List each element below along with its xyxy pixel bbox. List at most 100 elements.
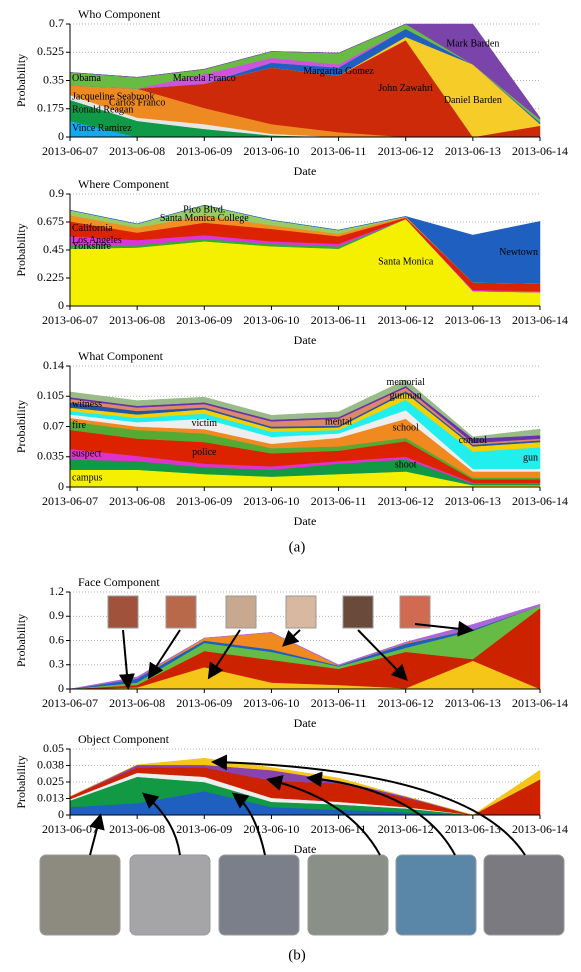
series-label: Yorkshire	[72, 241, 112, 252]
series-label: witness	[72, 399, 102, 410]
x-tick-label: 2013-06-10	[243, 822, 299, 836]
x-tick-label: 2013-06-13	[445, 144, 501, 158]
x-tick-label: 2013-06-14	[512, 313, 568, 327]
object-thumbnails	[39, 754, 565, 936]
chart-title: What Component	[78, 349, 164, 363]
y-tick-label: 0	[58, 298, 64, 312]
x-tick-label: 2013-06-13	[445, 822, 501, 836]
x-tick-label: 2013-06-09	[176, 313, 232, 327]
y-tick-label: 0.525	[37, 44, 64, 58]
series-label: control	[459, 435, 488, 446]
y-tick-label: 0.013	[37, 790, 64, 804]
area-segment	[69, 379, 541, 439]
series-label: Newtown	[499, 247, 538, 258]
arrow	[357, 629, 408, 681]
object-image	[129, 854, 211, 936]
y-tick-label: 0.9	[49, 186, 64, 200]
x-tick-label: 2013-06-07	[42, 144, 98, 158]
x-tick-label: 2013-06-10	[243, 494, 299, 508]
x-tick-label: 2013-06-13	[445, 696, 501, 710]
series-label: shoot	[395, 460, 417, 471]
arrow	[147, 629, 181, 680]
x-tick-label: 2013-06-08	[109, 144, 165, 158]
x-tick-label: 2013-06-07	[42, 696, 98, 710]
series-label: victim	[192, 418, 218, 429]
y-tick-label: 0.025	[37, 774, 64, 788]
x-tick-label: 2013-06-08	[109, 494, 165, 508]
y-tick-label: 0.175	[37, 101, 64, 115]
x-tick-label: 2013-06-11	[311, 696, 367, 710]
x-tick-label: 2013-06-09	[176, 144, 232, 158]
series-label: Obama	[72, 73, 101, 84]
x-tick-label: 2013-06-14	[512, 822, 568, 836]
arrow	[207, 629, 241, 680]
x-tick-label: 2013-06-08	[109, 313, 165, 327]
x-tick-label: 2013-06-12	[378, 822, 434, 836]
face-image	[399, 595, 431, 629]
series-label: mental	[325, 416, 352, 427]
series-label: Marcela Franco	[173, 73, 236, 84]
x-axis-label: Date	[294, 842, 317, 856]
x-tick-label: 2013-06-07	[42, 313, 98, 327]
series-label: California	[72, 223, 113, 234]
arrow	[231, 792, 266, 856]
y-tick-label: 0.225	[37, 270, 64, 284]
series-label: school	[393, 423, 419, 434]
series-label: gun	[523, 452, 538, 463]
series-label: Santa Monica	[378, 257, 434, 268]
y-axis-label: Probability	[14, 223, 28, 276]
area-segment	[69, 23, 541, 120]
y-axis-label: Probability	[14, 54, 28, 107]
x-axis-label: Date	[294, 716, 317, 730]
object-image	[395, 854, 477, 936]
x-tick-label: 2013-06-07	[42, 494, 98, 508]
y-tick-label: 0	[58, 807, 64, 821]
object-image	[39, 854, 121, 936]
x-tick-label: 2013-06-08	[109, 696, 165, 710]
object-image	[483, 854, 565, 936]
x-tick-label: 2013-06-08	[109, 822, 165, 836]
face-image	[342, 595, 374, 629]
arrow	[141, 792, 181, 856]
series-label: John Zawahri	[378, 83, 433, 94]
x-tick-label: 2013-06-12	[378, 494, 434, 508]
series-label: police	[192, 447, 217, 458]
chart-title: Where Component	[78, 177, 170, 191]
arrow	[266, 775, 381, 856]
series-label: Daniel Barden	[444, 95, 502, 106]
y-tick-label: 0.675	[37, 214, 64, 228]
series-label: Vince Ramirez	[72, 123, 132, 134]
series-label: suspect	[72, 448, 102, 459]
charts: Vince Ramirez Ronald Reagan Jacqueline Sea…	[14, 7, 568, 856]
x-axis-label: Date	[294, 514, 317, 528]
x-axis-label: Date	[294, 164, 317, 178]
chart-title: Object Component	[78, 732, 170, 746]
y-tick-label: 0.3	[49, 657, 64, 671]
x-tick-label: 2013-06-14	[512, 144, 568, 158]
x-axis-label: Date	[294, 333, 317, 347]
x-tick-label: 2013-06-11	[311, 144, 367, 158]
y-tick-label: 0.038	[37, 757, 64, 771]
y-tick-label: 0.9	[49, 608, 64, 622]
x-tick-label: 2013-06-10	[243, 144, 299, 158]
series-label: Margarita Gomez	[303, 66, 374, 77]
x-tick-label: 2013-06-14	[512, 696, 568, 710]
y-tick-label: 1.2	[49, 584, 64, 598]
y-tick-label: 0.035	[37, 449, 64, 463]
x-tick-label: 2013-06-10	[243, 696, 299, 710]
x-tick-label: 2013-06-14	[512, 494, 568, 508]
face-image	[225, 595, 257, 629]
y-axis-label: Probability	[14, 400, 28, 453]
face-image	[285, 595, 317, 629]
x-tick-label: 2013-06-10	[243, 313, 299, 327]
series-label: Jacqueline Seabrook	[72, 92, 154, 103]
chart-title: Who Component	[78, 7, 161, 21]
y-tick-label: 0	[58, 479, 64, 493]
arrow	[211, 754, 526, 856]
x-tick-label: 2013-06-09	[176, 494, 232, 508]
series-label: campus	[72, 473, 103, 484]
y-tick-label: 0.07	[43, 418, 64, 432]
figure-label: (b)	[288, 947, 306, 963]
face-image	[165, 595, 197, 629]
